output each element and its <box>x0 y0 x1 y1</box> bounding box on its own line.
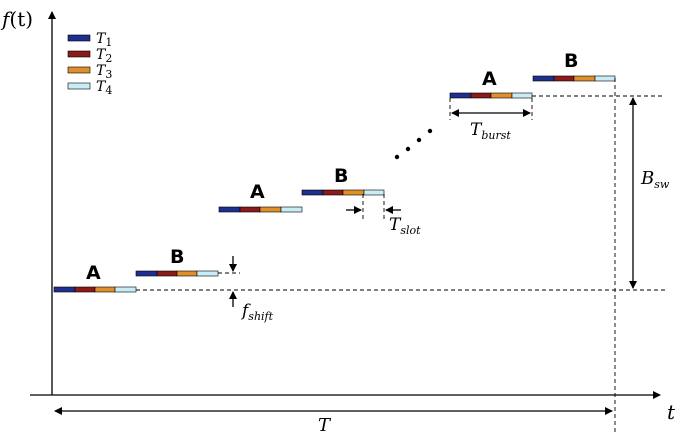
bsw-annotation: Bsw <box>629 97 670 289</box>
legend-text-t1: T1 <box>96 31 112 49</box>
burst-6-slot-t3 <box>573 75 596 82</box>
legend-swatch-t3 <box>67 66 91 74</box>
dot-1 <box>394 154 400 160</box>
burst-6-slot-t4 <box>594 75 616 82</box>
burst-2-slot-t1 <box>135 270 158 277</box>
burst-4-label: B <box>334 165 348 187</box>
burst-5-a: A <box>449 68 533 99</box>
burst-5-slot-t4 <box>511 92 533 99</box>
fshift-label: fshift <box>240 301 274 323</box>
burst-3-label: A <box>250 181 265 203</box>
burst-3-a: A <box>218 181 303 213</box>
burst-2-slot-t2 <box>156 270 178 277</box>
burst-1-a: A <box>53 262 137 293</box>
burst-5-slot-t1 <box>449 92 472 99</box>
burst-4-slot-t3 <box>342 189 365 196</box>
burst-1-slot-t3 <box>94 286 116 293</box>
legend-swatch-t4 <box>67 82 91 90</box>
burst-5-slot-t3 <box>490 92 513 99</box>
legend-item-t1: T1 <box>67 31 112 49</box>
burst-4-slot-t1 <box>301 189 324 196</box>
legend-swatch-t2 <box>67 50 91 58</box>
burst-3-slot-t3 <box>259 206 282 213</box>
burst-3-slot-t4 <box>280 206 303 213</box>
burst-1-slot-t1 <box>53 286 76 293</box>
legend-text-t2: T2 <box>96 47 112 65</box>
burst-3-slot-t1 <box>218 206 241 213</box>
burst-4-slot-t4 <box>363 189 385 196</box>
tburst-label: Tburst <box>470 120 511 142</box>
dot-4 <box>427 128 433 134</box>
burst-4-b: B <box>301 165 385 196</box>
fshift-annotation: fshift <box>229 256 274 323</box>
burst-3-slot-t2 <box>239 206 261 213</box>
y-axis-label: f(t) <box>0 7 33 31</box>
dot-3 <box>416 137 422 143</box>
burst-2-slot-t4 <box>196 270 219 277</box>
burst-2-slot-t3 <box>176 270 198 277</box>
x-axis-label: t <box>667 400 676 424</box>
burst-6-slot-t1 <box>532 75 555 82</box>
continuation-dots <box>394 128 433 160</box>
total-period-annotation: T <box>54 407 613 436</box>
bsw-label: Bsw <box>640 168 670 191</box>
legend-item-t4: T4 <box>67 79 112 97</box>
burst-1-label: A <box>86 262 101 284</box>
burst-2-b: B <box>135 246 219 277</box>
tburst-annotation: Tburst <box>451 109 531 142</box>
burst-2-label: B <box>170 246 184 268</box>
burst-1-slot-t2 <box>74 286 96 293</box>
burst-5-label: A <box>482 68 497 90</box>
legend-swatch-t1 <box>67 34 91 42</box>
burst-6-label: B <box>564 50 578 72</box>
burst-6-b: B <box>532 50 616 82</box>
legend-item-t3: T3 <box>67 63 112 81</box>
dot-2 <box>405 146 411 152</box>
tslot-label: Tslot <box>389 215 421 237</box>
tslot-annotation: Tslot <box>346 206 421 237</box>
legend-item-t2: T2 <box>67 47 112 65</box>
burst-4-slot-t2 <box>322 189 344 196</box>
legend-text-t3: T3 <box>96 63 112 81</box>
legend-text-t4: T4 <box>96 79 112 97</box>
burst-1-slot-t4 <box>114 286 137 293</box>
total-period-label: T <box>318 415 332 436</box>
burst-5-slot-t2 <box>470 92 492 99</box>
legend: T1 T2 T3 T4 <box>67 31 112 97</box>
burst-6-slot-t2 <box>553 75 575 82</box>
